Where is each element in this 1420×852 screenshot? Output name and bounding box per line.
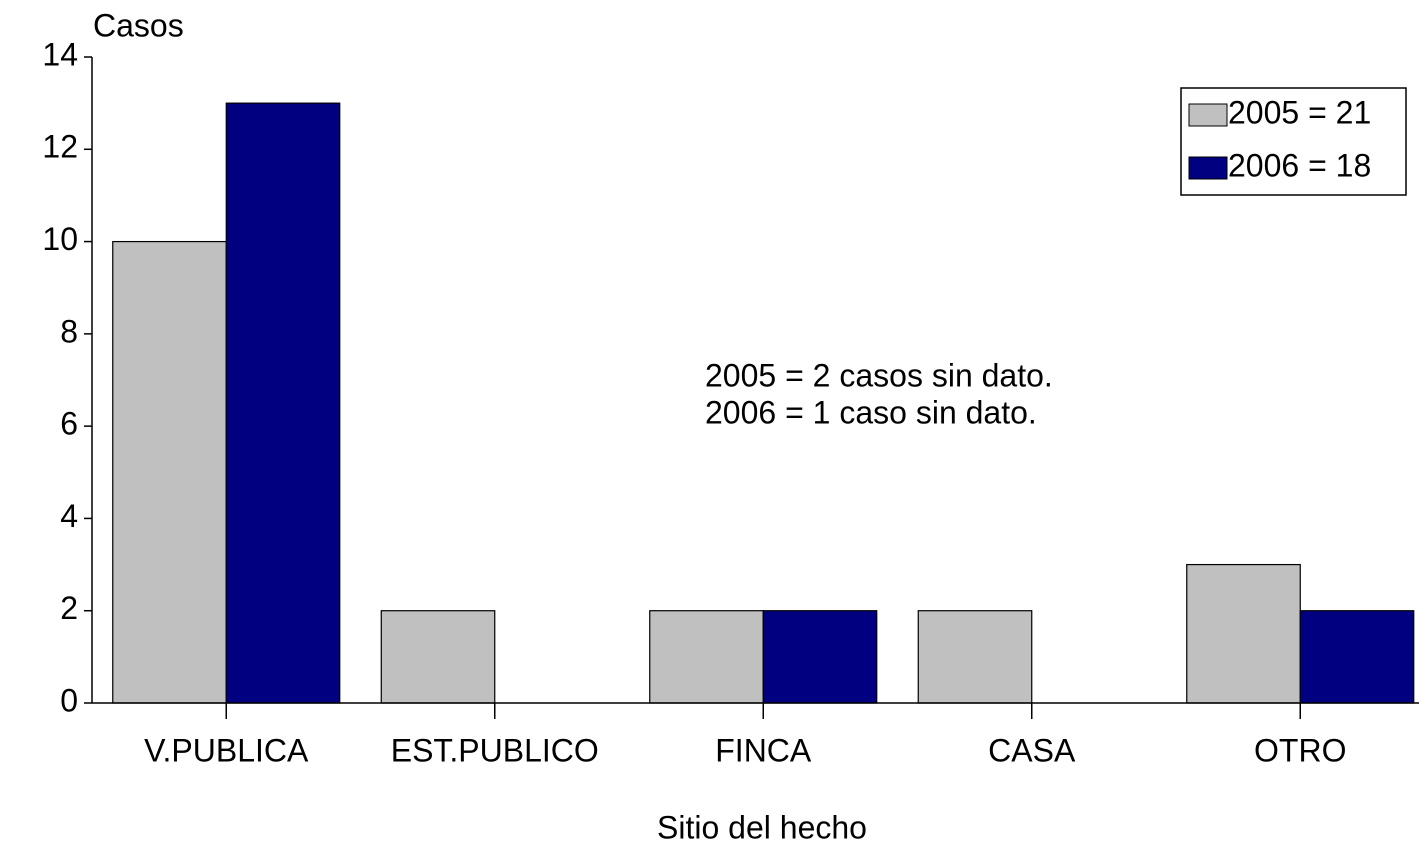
annotation: 2005 = 2 casos sin dato. [705,357,1053,393]
x-axis-label: Sitio del hecho [657,809,867,845]
bar [380,610,496,704]
legend-label: 2006 = 18 [1228,147,1371,183]
annotation: 2006 = 1 caso sin dato. [705,394,1037,430]
y-tick-label: 12 [42,129,78,165]
y-tick-label: 2 [60,590,78,626]
bar [649,610,764,704]
y-tick-label: 14 [42,36,78,72]
legend-label: 2005 = 21 [1228,94,1371,130]
y-tick-label: 8 [60,313,78,349]
x-tick-label: OTRO [1254,732,1346,768]
bar [225,102,341,704]
y-tick-label: 10 [42,221,78,257]
bar [762,610,878,704]
y-tick-label: 6 [60,406,78,442]
bar [917,610,1033,704]
y-tick-label: 0 [60,682,78,718]
bar [1299,610,1415,704]
x-tick-label: V.PUBLICA [144,732,309,768]
legend-swatch [1188,156,1228,180]
y-axis-label: Casos [93,7,184,43]
x-tick-label: FINCA [715,732,812,768]
x-tick-label: EST.PUBLICO [391,732,599,768]
legend-swatch [1188,103,1228,127]
y-tick-label: 4 [60,498,78,534]
bar [112,240,227,704]
x-tick-label: CASA [988,732,1076,768]
bar [1186,563,1301,704]
